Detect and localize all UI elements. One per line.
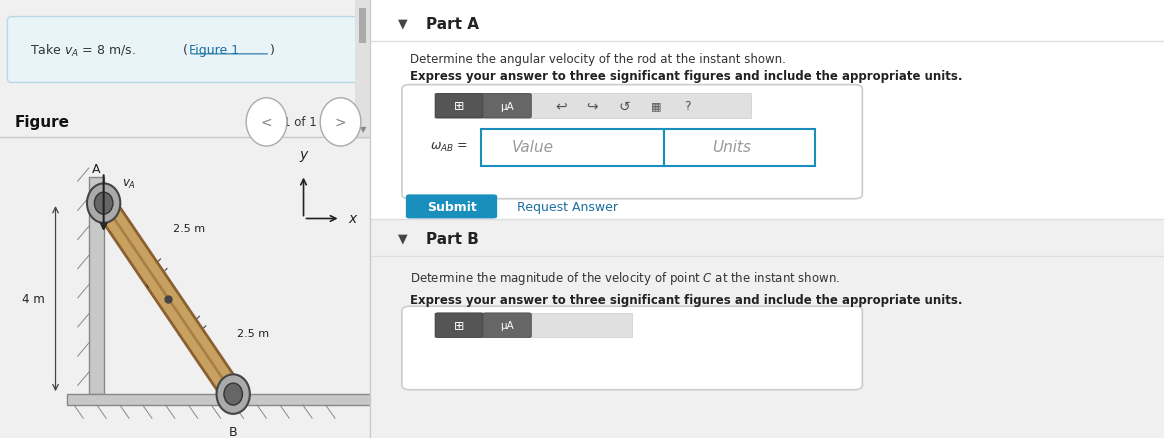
Text: Value: Value: [512, 140, 554, 155]
Bar: [66, 394, 418, 405]
Text: ↪: ↪: [587, 99, 598, 113]
Text: Express your answer to three significant figures and include the appropriate uni: Express your answer to three significant…: [410, 293, 963, 307]
Circle shape: [320, 99, 361, 147]
FancyBboxPatch shape: [406, 195, 497, 219]
Bar: [434, 313, 632, 337]
Text: 2.5 m: 2.5 m: [172, 224, 205, 234]
Circle shape: [246, 99, 286, 147]
FancyBboxPatch shape: [483, 313, 531, 338]
Text: ): ): [270, 44, 275, 57]
FancyBboxPatch shape: [402, 85, 863, 199]
Text: ⊞: ⊞: [454, 319, 464, 332]
FancyBboxPatch shape: [7, 18, 363, 83]
Text: ▼: ▼: [398, 18, 407, 31]
Bar: [355, 0, 370, 140]
FancyBboxPatch shape: [481, 129, 663, 166]
Text: μA: μA: [501, 102, 514, 111]
Text: ▼: ▼: [398, 232, 407, 245]
Text: Units: Units: [712, 140, 751, 155]
Text: y: y: [299, 148, 307, 162]
Circle shape: [223, 383, 242, 405]
Bar: [359, 9, 367, 44]
FancyBboxPatch shape: [663, 129, 815, 166]
Text: Submit: Submit: [427, 200, 477, 213]
Bar: [88, 177, 104, 394]
Bar: [370, 0, 1164, 219]
Circle shape: [217, 374, 250, 414]
Text: Determine the magnitude of the velocity of point $C$ at the instant shown.: Determine the magnitude of the velocity …: [410, 270, 840, 286]
Text: Part B: Part B: [426, 231, 478, 246]
Text: x: x: [348, 212, 356, 226]
Text: 2.5 m: 2.5 m: [237, 328, 270, 338]
Text: (: (: [183, 44, 189, 57]
Text: ▦: ▦: [651, 102, 661, 111]
Bar: [434, 94, 751, 118]
Text: 4 m: 4 m: [22, 293, 44, 305]
Text: <: <: [261, 116, 272, 130]
Text: >: >: [335, 116, 347, 130]
Text: B: B: [229, 425, 237, 438]
FancyBboxPatch shape: [402, 307, 863, 390]
FancyBboxPatch shape: [483, 94, 531, 119]
Text: $\omega_{AB}$ =: $\omega_{AB}$ =: [430, 140, 468, 153]
Text: Figure 1: Figure 1: [189, 44, 239, 57]
Text: Part A: Part A: [426, 17, 478, 32]
Text: ↩: ↩: [555, 99, 567, 113]
Text: Express your answer to three significant figures and include the appropriate uni: Express your answer to three significant…: [410, 70, 963, 83]
Text: μA: μA: [501, 321, 514, 330]
FancyBboxPatch shape: [435, 94, 484, 119]
Text: Figure: Figure: [15, 115, 70, 130]
Text: A: A: [92, 162, 100, 175]
Text: Take $v_A$ = 8 m/s.: Take $v_A$ = 8 m/s.: [29, 42, 141, 58]
Circle shape: [87, 184, 120, 223]
Text: Determine the angular velocity of the rod at the instant shown.: Determine the angular velocity of the ro…: [410, 53, 786, 66]
Text: 1 of 1: 1 of 1: [283, 116, 317, 129]
Circle shape: [94, 193, 113, 215]
Text: ⊞: ⊞: [454, 100, 464, 113]
Text: $v_A$: $v_A$: [122, 177, 136, 191]
Text: Request Answer: Request Answer: [517, 200, 618, 213]
Text: ↺: ↺: [618, 99, 630, 113]
Text: ?: ?: [684, 100, 691, 113]
Text: ▼: ▼: [360, 124, 365, 134]
Text: C: C: [146, 277, 155, 290]
FancyBboxPatch shape: [435, 313, 484, 338]
